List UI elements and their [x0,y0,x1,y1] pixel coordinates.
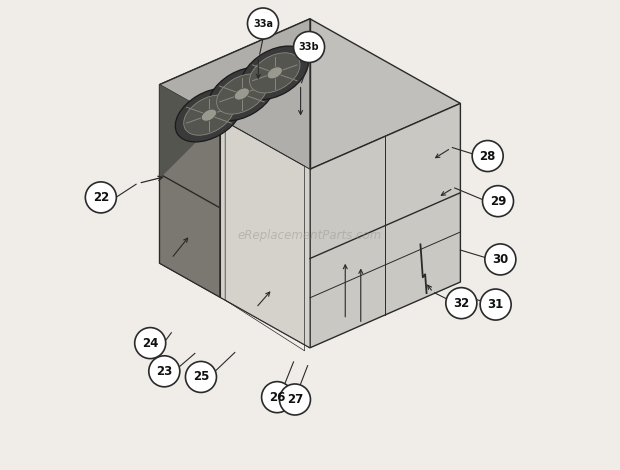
Polygon shape [219,118,310,348]
Ellipse shape [234,88,249,100]
Text: 26: 26 [269,391,285,404]
Circle shape [472,141,503,172]
Polygon shape [159,85,310,348]
Circle shape [135,328,166,359]
Circle shape [280,384,311,415]
Circle shape [149,356,180,387]
Circle shape [485,244,516,275]
Text: 31: 31 [487,298,504,311]
Text: 32: 32 [453,297,469,310]
Text: 23: 23 [156,365,172,378]
Circle shape [446,288,477,319]
Circle shape [480,289,511,320]
Text: 28: 28 [479,149,496,163]
Polygon shape [310,103,461,348]
Circle shape [262,382,293,413]
Circle shape [86,182,117,213]
Circle shape [293,31,324,63]
Text: 30: 30 [492,253,508,266]
Text: 33b: 33b [299,42,319,52]
Text: 27: 27 [287,393,303,406]
Ellipse shape [216,74,267,114]
Text: 24: 24 [142,337,158,350]
Polygon shape [159,85,219,179]
Ellipse shape [184,95,234,135]
Polygon shape [159,85,219,297]
Text: 22: 22 [93,191,109,204]
Text: 25: 25 [193,370,209,384]
Circle shape [185,361,216,392]
Text: 33a: 33a [253,18,273,29]
Text: 29: 29 [490,195,506,208]
Polygon shape [159,19,461,169]
Ellipse shape [175,88,242,142]
Circle shape [482,186,513,217]
Ellipse shape [241,46,308,100]
Ellipse shape [202,109,216,121]
Ellipse shape [249,53,300,93]
Polygon shape [159,19,310,263]
Ellipse shape [208,67,275,121]
Ellipse shape [267,67,282,79]
Text: eReplacementParts.com: eReplacementParts.com [238,228,382,242]
Circle shape [247,8,278,39]
